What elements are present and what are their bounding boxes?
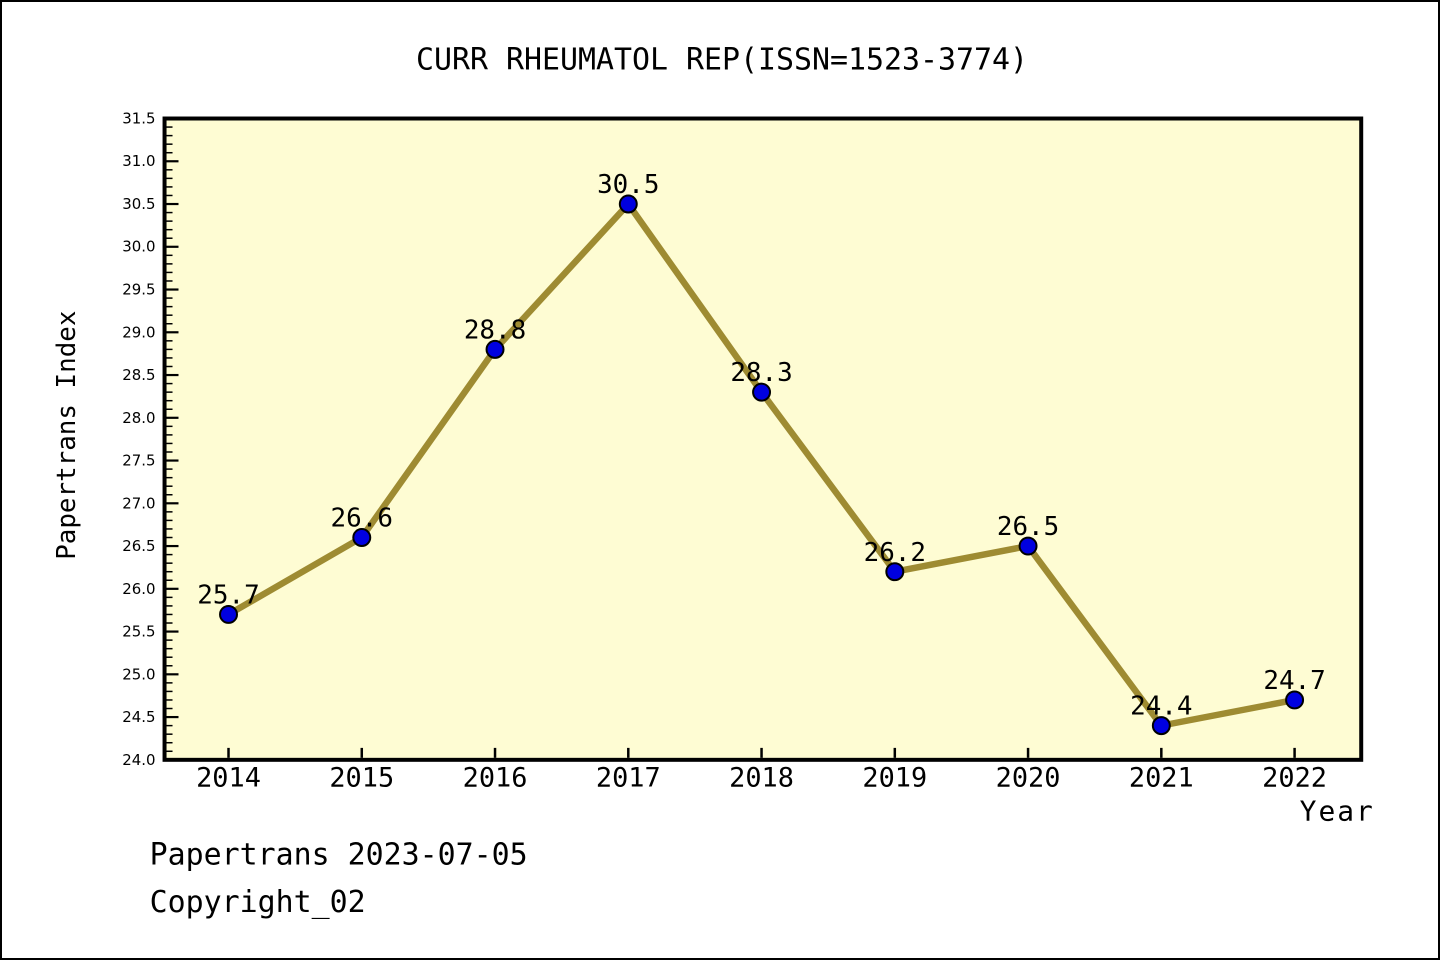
x-tick-label: 2022	[1262, 763, 1327, 794]
y-axis-ticks: 24.0 24.5 25.0 25.5 26.0 26.5 27.0 27.5 28.0 28.5…	[122, 110, 179, 769]
y-tick-label: 27.0	[122, 494, 155, 512]
x-axis-ticks: 2014 2015 2016 2017 2018 2019 2020 2021 2022	[196, 747, 1327, 794]
y-tick-label: 24.0	[122, 751, 155, 769]
x-tick-label: 2020	[996, 763, 1061, 794]
data-point-label: 24.7	[1263, 666, 1325, 696]
y-tick-label: 25.0	[122, 665, 155, 683]
y-tick-label: 31.0	[122, 152, 155, 170]
y-tick-label: 28.5	[122, 366, 155, 384]
data-point-label: 24.4	[1130, 692, 1192, 722]
data-point-marker	[485, 339, 505, 359]
data-point-marker	[885, 562, 905, 582]
data-point-labels: 25.7 26.6 28.8 30.5 28.3 26.2 26.5 24.4 24.7	[197, 170, 1325, 722]
data-point-label: 25.7	[197, 581, 259, 611]
data-point-marker	[352, 528, 372, 547]
footer-copyright: Copyright_02	[150, 885, 366, 920]
data-point-marker	[219, 605, 238, 624]
y-tick-label: 27.5	[122, 452, 155, 470]
data-point-label: 28.8	[464, 315, 526, 345]
y-tick-label: 26.0	[122, 580, 155, 598]
data-point-label: 26.5	[997, 512, 1059, 542]
x-tick-label: 2019	[862, 763, 927, 794]
chart-title: CURR RHEUMATOL REP(ISSN=1523-3774)	[416, 43, 1028, 78]
y-tick-label: 29.0	[122, 323, 155, 341]
y-tick-label: 25.5	[122, 623, 155, 641]
y-tick-label: 30.0	[122, 238, 155, 256]
y-tick-label: 31.5	[122, 110, 155, 128]
y-axis-title: Papertrans Index	[52, 311, 82, 560]
data-point-marker	[752, 382, 772, 402]
x-tick-label: 2014	[196, 763, 261, 794]
data-point-marker	[1151, 716, 1171, 736]
y-tick-label: 26.5	[122, 537, 155, 555]
x-tick-label: 2018	[729, 763, 794, 794]
data-point-marker	[618, 194, 638, 214]
data-point-label: 30.5	[597, 170, 659, 200]
line-series	[219, 194, 1305, 736]
y-tick-label: 28.0	[122, 409, 155, 427]
data-point-label: 26.2	[864, 538, 926, 568]
x-tick-label: 2016	[463, 763, 528, 794]
plot-area	[162, 116, 1364, 762]
y-tick-label: 29.5	[122, 281, 155, 299]
x-tick-label: 2017	[596, 763, 661, 794]
x-tick-label: 2021	[1129, 763, 1194, 794]
data-point-marker	[1285, 690, 1305, 710]
x-axis-title: Year	[1300, 795, 1375, 828]
x-tick-label: 2015	[329, 763, 394, 794]
data-point-label: 28.3	[730, 358, 792, 388]
data-point-label: 26.6	[331, 504, 393, 534]
y-tick-label: 24.5	[122, 708, 155, 726]
y-tick-label: 30.5	[122, 195, 155, 213]
footer-source-date: Papertrans 2023-07-05	[150, 837, 528, 872]
data-point-marker	[1018, 536, 1038, 556]
